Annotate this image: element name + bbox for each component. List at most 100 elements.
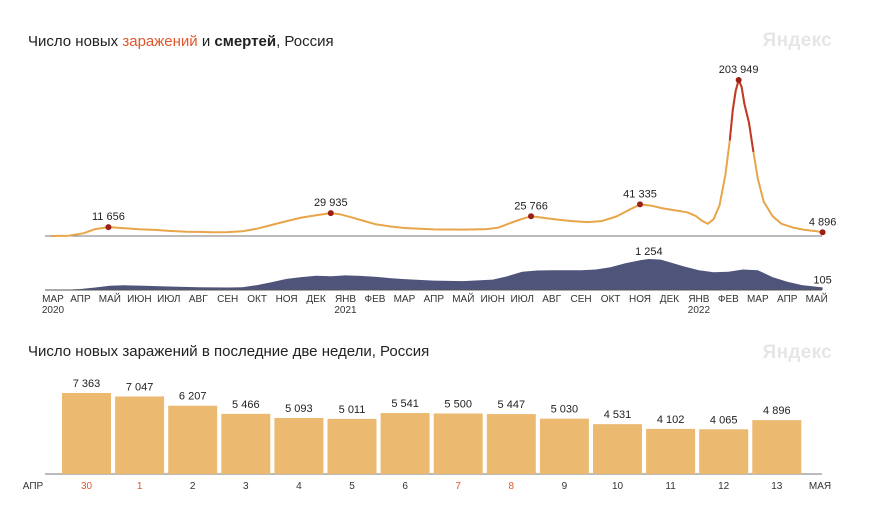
x-tick-label: ИЮН — [480, 294, 505, 305]
x-tick-label: МАЙ — [99, 292, 121, 305]
x-tick-label: ИЮН — [127, 294, 152, 305]
bar-category-label: 12 — [718, 481, 730, 492]
bar-category-label: 6 — [402, 481, 408, 492]
series-area-deaths — [51, 259, 823, 290]
bar-value-label: 5 093 — [285, 403, 313, 415]
bar — [646, 428, 696, 474]
bar-edge-label-left: АПР — [23, 481, 44, 492]
bar-edge-label-right: МАЯ — [809, 481, 831, 492]
bar — [274, 417, 324, 474]
bar — [327, 418, 377, 474]
bar-category-label: 13 — [771, 481, 783, 492]
bar-category-label: 3 — [243, 481, 249, 492]
x-tick-year: 2020 — [42, 305, 65, 316]
title-part-deaths: смертей — [214, 33, 277, 50]
x-tick-label: СЕН — [571, 294, 592, 305]
bar-value-label: 4 531 — [604, 409, 632, 421]
x-tick-label: МАЙ — [452, 292, 474, 305]
x-tick-label: АВГ — [542, 294, 561, 305]
bar-category-label: 10 — [612, 481, 624, 492]
data-label-infections: 4 896 — [809, 216, 837, 228]
data-point-infections — [637, 201, 643, 208]
x-tick-label: МАР — [747, 294, 769, 305]
data-label-infections: 11 656 — [92, 211, 125, 223]
title-part: и — [197, 33, 215, 50]
bar-value-label: 6 207 — [179, 391, 207, 403]
bar-value-label: 7 363 — [73, 378, 101, 390]
bar-value-label: 5 466 — [232, 399, 260, 411]
data-label-infections: 41 335 — [623, 188, 657, 200]
x-tick-label: СЕН — [217, 294, 238, 305]
yandex-logo: Яндекс — [762, 30, 832, 51]
bar-category-label: 9 — [562, 481, 568, 492]
series-line-infections — [50, 79, 823, 237]
data-point-infections — [735, 77, 742, 83]
x-tick-label: НОЯ — [629, 294, 651, 305]
bar-category-label: 5 — [349, 481, 355, 492]
data-label-deaths: 1 254 — [635, 246, 663, 258]
bar-value-label: 4 896 — [763, 405, 791, 417]
data-point-infections — [105, 224, 112, 231]
data-point-infections — [528, 213, 535, 220]
bar-value-label: 5 011 — [339, 404, 366, 416]
bar-category-label: 7 — [455, 481, 461, 492]
x-tick-label: АПР — [777, 294, 798, 305]
x-tick-year: 2021 — [334, 305, 357, 316]
bar-value-label: 4 102 — [657, 414, 685, 426]
data-label-deaths: 105 — [813, 274, 831, 286]
bar-value-label: 5 500 — [444, 398, 472, 410]
bar-category-label: 4 — [296, 481, 302, 492]
bar — [221, 413, 271, 474]
bar — [380, 413, 430, 474]
bar-value-label: 5 447 — [498, 399, 526, 411]
x-tick-label: АВГ — [189, 294, 208, 305]
bar — [115, 396, 165, 474]
bar-category-label: 11 — [665, 481, 676, 492]
bar — [168, 405, 218, 474]
x-tick-label: АПР — [424, 294, 445, 305]
bar-category-label: 2 — [190, 481, 196, 492]
bar-value-label: 7 047 — [126, 381, 154, 393]
x-tick-label: АПР — [70, 294, 91, 305]
x-tick-label: ДЕК — [306, 294, 325, 305]
x-tick-label: ЯНВ — [335, 294, 356, 305]
bar-value-label: 5 541 — [391, 398, 419, 410]
x-tick-label: МАЙ — [806, 292, 828, 305]
x-tick-label: ОКТ — [601, 294, 621, 305]
x-tick-label: НОЯ — [276, 294, 298, 305]
title-part: , Россия — [276, 33, 334, 50]
bar — [593, 424, 642, 474]
yandex-logo-2: Яндекс — [762, 342, 832, 363]
x-tick-label: МАР — [42, 294, 64, 305]
x-tick-label: ФЕВ — [718, 294, 739, 305]
x-tick-label: ДЕК — [660, 294, 679, 305]
bar-category-label: 1 — [137, 481, 143, 492]
chart-title-cases-deaths: Число новых заражений и смертей, Россия — [28, 33, 334, 50]
x-tick-label: ФЕВ — [364, 294, 385, 305]
title-part-infections: заражений — [122, 33, 198, 50]
bar — [62, 393, 111, 474]
chart-title-two-weeks: Число новых заражений в последние две не… — [28, 343, 430, 360]
bar — [752, 420, 802, 474]
x-tick-label: ИЮЛ — [510, 294, 533, 305]
bar-category-label: 8 — [509, 481, 515, 492]
series-line-infections-peak — [728, 79, 755, 153]
x-tick-label: ОКТ — [247, 294, 267, 305]
bar — [486, 414, 536, 474]
data-label-infections: 29 935 — [314, 197, 348, 209]
data-point-infections — [819, 229, 826, 236]
x-tick-label: ИЮЛ — [157, 294, 180, 305]
data-point-infections — [327, 210, 334, 217]
x-tick-year: 2022 — [688, 305, 711, 316]
bar-category-label: 30 — [81, 481, 93, 492]
data-label-infections: 203 949 — [719, 64, 759, 76]
x-tick-label: ЯНВ — [688, 294, 709, 305]
bar — [699, 429, 749, 474]
bar — [539, 418, 589, 474]
bar-value-label: 5 030 — [551, 404, 579, 416]
x-tick-label: МАР — [394, 294, 416, 305]
data-label-infections: 25 766 — [514, 200, 548, 212]
bar-value-label: 4 065 — [710, 414, 738, 426]
bar — [433, 413, 483, 474]
